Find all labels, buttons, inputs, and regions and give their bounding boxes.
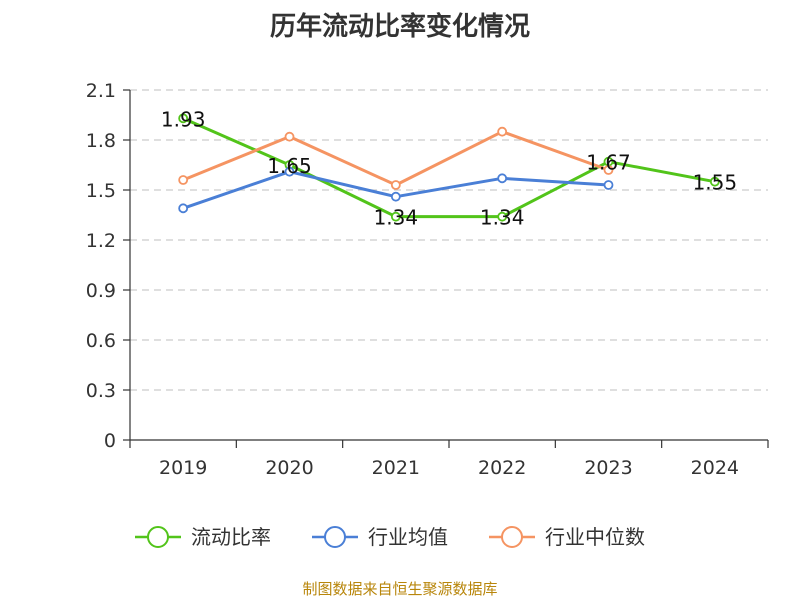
legend-marker bbox=[147, 526, 169, 548]
y-tick-label: 0.3 bbox=[86, 380, 116, 402]
data-label: 1.67 bbox=[586, 151, 631, 175]
chart-title: 历年流动比率变化情况 bbox=[269, 12, 530, 42]
legend: 流动比率 行业均值 行业中位数 bbox=[135, 525, 645, 549]
data-point bbox=[390, 191, 401, 202]
data-point bbox=[709, 176, 720, 187]
data-point bbox=[178, 203, 189, 214]
data-label: 1.93 bbox=[161, 107, 206, 131]
y-tick-label: 0 bbox=[104, 430, 116, 452]
source-note: 制图数据来自恒生聚源数据库 bbox=[302, 580, 498, 598]
grid-lines bbox=[130, 89, 768, 391]
data-point bbox=[603, 180, 614, 190]
axes: 0 0.3 0.6 0.9 1.2 1.5 1.8 2.1 2019 2020 2021 2022 20… bbox=[86, 80, 769, 479]
data-point bbox=[497, 173, 508, 184]
data-point bbox=[390, 211, 401, 222]
legend-label: 流动比率 bbox=[191, 525, 271, 549]
data-point bbox=[284, 166, 295, 177]
y-tick-label: 0.6 bbox=[86, 330, 116, 352]
data-point bbox=[603, 165, 614, 175]
data-point bbox=[178, 113, 189, 124]
data-label: 1.34 bbox=[374, 206, 419, 230]
x-tick-label: 2024 bbox=[691, 457, 739, 479]
data-point bbox=[284, 131, 295, 142]
y-tick-label: 0.9 bbox=[86, 280, 116, 302]
y-tick-label: 1.5 bbox=[86, 180, 116, 202]
data-label: 1.65 bbox=[267, 154, 312, 178]
x-tick-label: 2020 bbox=[265, 457, 313, 479]
legend-marker bbox=[501, 526, 523, 548]
data-point bbox=[497, 126, 508, 137]
x-tick-label: 2023 bbox=[584, 457, 632, 479]
data-label: 1.55 bbox=[693, 171, 738, 195]
x-tick-label: 2019 bbox=[159, 457, 207, 479]
series-line-1 bbox=[182, 116, 716, 219]
data-labels: 1.93 1.65 1.34 1.34 1.67 1.55 bbox=[161, 107, 737, 229]
legend-item: 行业均值 bbox=[312, 525, 448, 549]
data-point bbox=[178, 175, 189, 185]
x-tick-label: 2021 bbox=[372, 457, 420, 479]
x-tick-label: 2022 bbox=[478, 457, 526, 479]
legend-label: 行业中位数 bbox=[545, 525, 645, 549]
legend-label: 行业均值 bbox=[368, 525, 448, 549]
data-point bbox=[390, 180, 401, 190]
y-tick-label: 1.8 bbox=[86, 130, 116, 152]
legend-item: 流动比率 bbox=[135, 525, 271, 549]
data-label: 1.34 bbox=[480, 206, 525, 230]
y-tick-label: 1.2 bbox=[86, 230, 116, 252]
legend-item: 行业中位数 bbox=[489, 525, 645, 549]
y-tick-label: 2.1 bbox=[86, 80, 116, 102]
legend-marker bbox=[324, 526, 346, 548]
data-point bbox=[497, 211, 508, 222]
series-lines bbox=[178, 113, 720, 222]
